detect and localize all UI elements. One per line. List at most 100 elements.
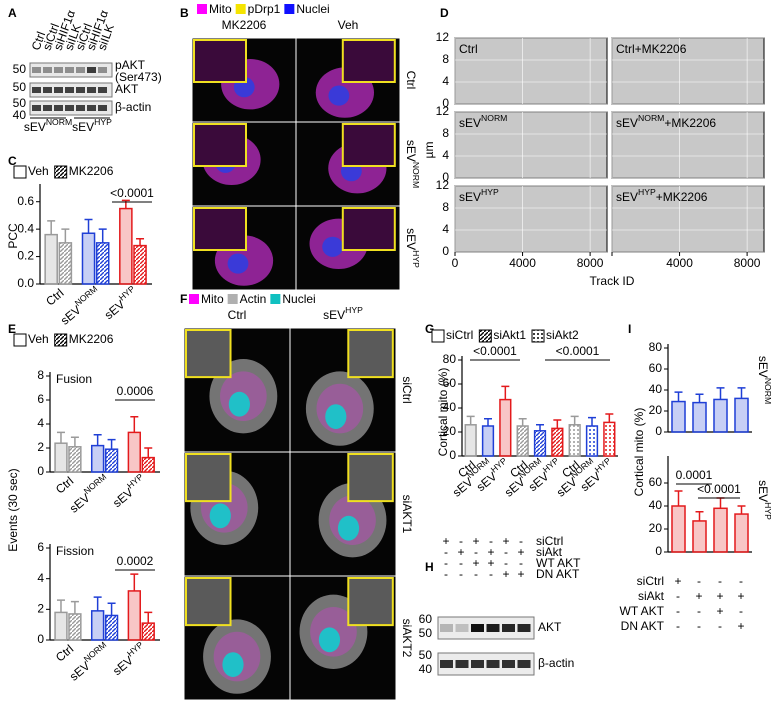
condition-cell: + xyxy=(695,589,702,603)
y-tick-label: 0 xyxy=(655,544,662,558)
error-bar xyxy=(570,415,579,425)
label-part: HYP xyxy=(117,284,137,303)
bar xyxy=(127,431,141,473)
p-value: 0.0001 xyxy=(676,468,713,482)
marker: 50 xyxy=(419,626,433,640)
blot-band xyxy=(502,624,515,632)
panel-letter: D xyxy=(440,6,449,20)
legend-label: Mito xyxy=(209,2,232,16)
row-label: siCtrl xyxy=(400,376,414,403)
y-tick-label: 12 xyxy=(436,178,450,192)
label-part: NORM xyxy=(46,117,72,127)
bar xyxy=(692,520,707,553)
condition-cell: - xyxy=(474,567,478,581)
x-tick-label: 4000 xyxy=(509,256,536,270)
blot-strip xyxy=(437,652,535,676)
condition-cell: - xyxy=(444,567,448,581)
column-label: Veh xyxy=(338,18,359,32)
y-tick-label: 6 xyxy=(37,540,44,554)
error-bar xyxy=(144,611,153,624)
bar xyxy=(90,444,105,473)
bar xyxy=(81,232,96,285)
legend-swatch xyxy=(270,294,281,304)
blot-band xyxy=(471,624,484,632)
condition-label: DN AKT xyxy=(536,567,580,581)
condition-cell: - xyxy=(444,556,448,570)
y-tick-label: 20 xyxy=(649,521,663,535)
error-bar xyxy=(737,505,746,515)
label-part: sEV xyxy=(24,120,46,134)
bar xyxy=(141,456,155,473)
inset xyxy=(341,207,396,251)
blot-band xyxy=(76,87,85,93)
y-tick-label: 60 xyxy=(443,376,457,390)
condition-cell: - xyxy=(459,534,463,548)
label-part: Ctrl+MK2206 xyxy=(616,42,687,56)
condition-cell: + xyxy=(716,589,723,603)
error-bar xyxy=(107,438,116,450)
y-tick-label: 80 xyxy=(443,352,457,366)
column-label: MK2206 xyxy=(222,18,267,32)
nucleus xyxy=(337,515,360,541)
error-bar xyxy=(56,431,65,444)
label-part: HYP xyxy=(489,456,509,475)
column-label: sEVHYP xyxy=(323,305,363,322)
error-bar xyxy=(47,220,56,235)
condition-cell: + xyxy=(716,604,723,618)
plot-panel xyxy=(454,185,608,253)
panel-label: sEVNORM+MK2206 xyxy=(616,113,716,130)
error-bar xyxy=(674,490,683,506)
blot-band xyxy=(43,105,52,111)
error-bar xyxy=(674,391,683,402)
band-label: (Ser473) xyxy=(115,70,162,84)
blot-band xyxy=(98,105,107,111)
x-tick-label: sEVNORM xyxy=(65,472,113,516)
nucleus xyxy=(328,85,350,106)
band-label: pAKT xyxy=(115,58,146,72)
blot-band xyxy=(54,105,63,111)
bar xyxy=(481,425,495,457)
label-part: NORM xyxy=(481,113,507,123)
label-part: Ctrl xyxy=(459,42,478,56)
y-tick-label: 12 xyxy=(436,104,450,118)
label-part: NORM xyxy=(638,113,664,123)
condition-cell: + xyxy=(487,545,494,559)
blot-band xyxy=(502,660,515,668)
p-value: 0.0002 xyxy=(117,554,154,568)
y-tick-label: 0 xyxy=(442,244,449,258)
blot-band xyxy=(76,67,85,73)
column-label: Ctrl xyxy=(228,308,247,322)
condition-cell: + xyxy=(472,534,479,548)
condition-cell: - xyxy=(519,534,523,548)
error-bar xyxy=(501,385,510,400)
condition-cell: - xyxy=(459,556,463,570)
marker: 40 xyxy=(419,662,433,676)
error-bar xyxy=(107,602,116,616)
bar xyxy=(671,505,686,553)
legend-label: MK2206 xyxy=(69,164,114,178)
x-tick-label: sEVNORM xyxy=(56,284,104,328)
condition-cell: + xyxy=(457,545,464,559)
label-part: sEV xyxy=(459,116,481,130)
legend-label: Nuclei xyxy=(282,292,315,306)
blot-band xyxy=(32,67,41,73)
bar xyxy=(95,242,110,285)
band-label: AKT xyxy=(538,620,562,634)
legend-swatch xyxy=(431,329,445,343)
error-bar xyxy=(695,511,704,521)
y-tick-label: 0 xyxy=(655,424,662,438)
y-tick-label: 0 xyxy=(37,632,44,646)
error-bar xyxy=(518,418,527,426)
panel-label: sEVHYP+MK2206 xyxy=(616,187,708,204)
label-part: HYP xyxy=(94,117,112,127)
condition-label: WT AKT xyxy=(620,604,665,618)
label-part: Ctrl xyxy=(53,642,76,665)
x-tick-label: Ctrl xyxy=(53,642,76,665)
y-tick-label: 8 xyxy=(37,368,44,382)
blot-band xyxy=(486,624,500,632)
label-part: NORM xyxy=(763,378,772,404)
error-bar xyxy=(56,599,65,613)
label-part: HYP xyxy=(411,250,421,268)
condition-cell: - xyxy=(444,545,448,559)
blot-band xyxy=(87,67,96,73)
